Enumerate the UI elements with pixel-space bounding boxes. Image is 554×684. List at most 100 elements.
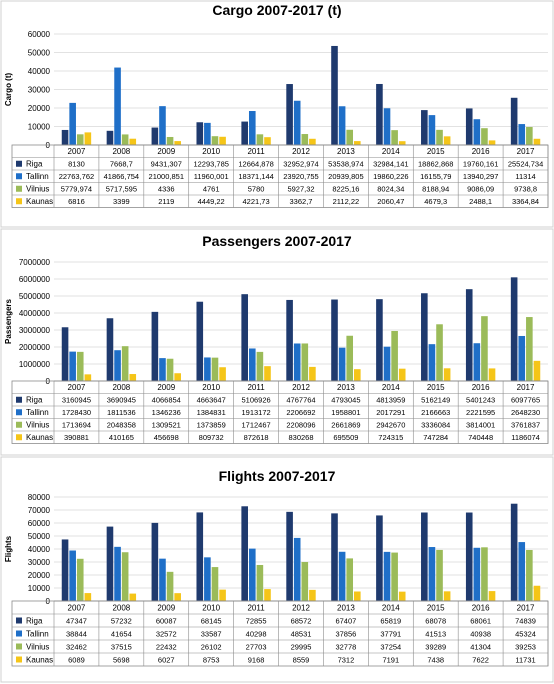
data-label: 48531	[291, 630, 312, 639]
y-tick-label: 1000000	[19, 360, 51, 369]
bar-tallinn	[428, 547, 436, 601]
bar-riga	[510, 97, 518, 145]
data-label: 41304	[470, 643, 491, 652]
y-tick-label: 0	[46, 141, 51, 150]
y-tick-label: 60000	[28, 519, 51, 528]
bar-vilnius	[481, 547, 488, 601]
bar-tallinn	[383, 108, 391, 145]
bar-riga	[286, 84, 293, 145]
data-label: 47347	[66, 617, 87, 626]
data-label: 3761837	[511, 421, 540, 430]
data-label: 2661869	[331, 421, 360, 430]
data-label: 2221595	[466, 408, 495, 417]
data-label: 25524,734	[508, 160, 543, 169]
data-label: 724315	[378, 433, 403, 442]
data-label: 39289	[425, 643, 446, 652]
x-tick-label: 2008	[112, 147, 130, 156]
y-tick-label: 60000	[28, 30, 51, 39]
data-label: 7191	[382, 656, 399, 665]
bar-tallinn	[159, 106, 166, 145]
data-label: 1186074	[511, 433, 540, 442]
data-label: 8753	[203, 656, 220, 665]
bar-tallinn	[69, 351, 76, 381]
x-tick-label: 2017	[517, 604, 535, 613]
x-tick-label: 2013	[337, 147, 355, 156]
data-label: 4449,22	[198, 197, 225, 206]
x-tick-label: 2009	[157, 604, 175, 613]
bar-riga	[196, 301, 204, 381]
bar-riga	[61, 327, 69, 381]
bar-riga	[286, 299, 293, 381]
bar-riga	[331, 45, 338, 146]
bar-kaunas	[398, 591, 406, 601]
data-label: 39253	[515, 643, 536, 652]
bar-vilnius	[121, 552, 129, 601]
bar-kaunas	[84, 593, 92, 601]
bar-kaunas	[533, 585, 541, 601]
bar-tallinn	[159, 558, 166, 601]
bar-riga	[151, 311, 159, 381]
bar-riga	[61, 539, 69, 601]
data-label: 32572	[156, 630, 177, 639]
bar-riga	[465, 289, 473, 381]
bar-kaunas	[84, 132, 92, 145]
bar-kaunas	[219, 367, 226, 381]
bar-tallinn	[159, 358, 166, 381]
bar-riga	[421, 293, 428, 381]
x-tick-label: 2007	[68, 383, 86, 392]
legend-entry-riga: Riga	[26, 396, 43, 405]
bar-kaunas	[354, 141, 361, 145]
legend-key-riga	[16, 617, 22, 624]
bar-tallinn	[338, 347, 346, 381]
data-label: 4793045	[331, 396, 360, 405]
data-label: 9086,09	[467, 185, 494, 194]
data-label: 65819	[380, 617, 401, 626]
bar-riga	[331, 299, 338, 381]
bar-vilnius	[346, 129, 354, 145]
data-label: 2060,47	[377, 197, 404, 206]
data-label: 18862,868	[418, 160, 453, 169]
bar-kaunas	[398, 368, 406, 381]
bar-vilnius	[391, 552, 398, 601]
bar-vilnius	[211, 136, 219, 145]
data-label: 410165	[109, 433, 134, 442]
chart-panel-border	[0, 456, 554, 683]
y-tick-label: 50000	[28, 532, 51, 541]
data-label: 19860,226	[373, 172, 408, 181]
data-label: 6089	[68, 656, 85, 665]
chart-panel-border	[0, 0, 554, 228]
legend-entry-vilnius: Vilnius	[26, 643, 49, 652]
legend-key-tallinn	[16, 630, 22, 637]
y-axis-label: Passengers	[4, 298, 13, 343]
x-tick-label: 2013	[337, 604, 355, 613]
data-label: 12293,785	[193, 160, 228, 169]
bar-kaunas	[264, 366, 271, 381]
bar-vilnius	[436, 129, 443, 145]
data-label: 830268	[288, 433, 313, 442]
bar-tallinn	[293, 537, 301, 601]
legend-entry-tallinn: Tallinn	[26, 172, 49, 181]
data-label: 4336	[158, 185, 175, 194]
data-label: 11960,001	[194, 172, 229, 181]
bar-kaunas	[533, 360, 541, 381]
legend-entry-kaunas: Kaunas	[26, 433, 53, 442]
bar-kaunas	[219, 589, 226, 601]
y-tick-label: 70000	[28, 506, 51, 515]
data-label: 68572	[291, 617, 312, 626]
data-label: 4221,73	[243, 197, 270, 206]
data-label: 1712467	[241, 421, 270, 430]
data-label: 27703	[246, 643, 267, 652]
data-label: 5162149	[421, 396, 450, 405]
bar-vilnius	[166, 136, 174, 145]
bar-tallinn	[69, 102, 76, 145]
bar-vilnius	[301, 134, 309, 145]
bar-kaunas	[309, 138, 316, 145]
data-label: 57232	[111, 617, 132, 626]
bar-tallinn	[383, 551, 391, 601]
bar-kaunas	[443, 136, 451, 145]
bar-riga	[196, 122, 204, 145]
bar-kaunas	[84, 374, 92, 381]
bar-vilnius	[211, 567, 219, 601]
data-label: 23920,755	[283, 172, 318, 181]
bar-kaunas	[443, 368, 451, 381]
